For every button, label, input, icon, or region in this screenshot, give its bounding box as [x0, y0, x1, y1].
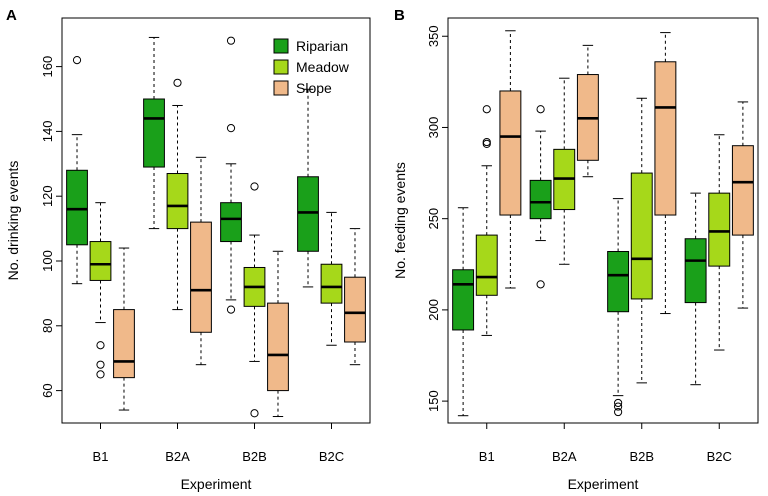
- panel-letter: A: [6, 7, 17, 24]
- outlier-point: [226, 124, 236, 133]
- y-tick-label: 200: [426, 299, 441, 321]
- outlier-point: [250, 409, 259, 418]
- y-tick-label: 100: [40, 250, 55, 272]
- box-iqr: [529, 179, 552, 220]
- outlier-point: [536, 280, 545, 289]
- outlier-point: [536, 105, 545, 114]
- plot-frame: [447, 17, 759, 424]
- outlier-point: [226, 36, 236, 45]
- box-iqr: [113, 309, 135, 379]
- box-meadow-b2a: [553, 77, 576, 265]
- box-slope-b2a: [190, 156, 212, 366]
- outlier-point: [173, 78, 182, 87]
- box-meadow-b1: [475, 105, 498, 336]
- outlier-point: [96, 341, 105, 350]
- box-meadow-b1: [89, 202, 112, 379]
- y-tick-label: 80: [40, 319, 55, 333]
- box-riparian-b2a: [529, 105, 552, 289]
- y-axis-title: No. drinking events: [5, 161, 21, 281]
- box-riparian-b2a: [143, 36, 165, 230]
- outlier-point: [614, 407, 623, 417]
- y-axis-title: No. feeding events: [392, 162, 408, 279]
- box-slope-b1: [499, 30, 522, 289]
- x-tick-label: B1: [479, 449, 495, 464]
- x-tick-label: B2C: [707, 449, 732, 464]
- box-iqr: [320, 263, 343, 304]
- legend-swatch: [273, 38, 289, 54]
- outlier-point: [482, 139, 491, 148]
- box-iqr: [166, 173, 189, 230]
- outlier-point: [96, 370, 105, 379]
- box-iqr: [344, 276, 366, 343]
- box-iqr: [684, 238, 707, 304]
- box-meadow-b2c: [320, 211, 343, 346]
- box-iqr: [297, 176, 319, 252]
- box-slope-b2c: [731, 101, 754, 309]
- legend: Riparian Meadow Slope: [273, 38, 350, 96]
- panel-a: A 60 80 100 120 140 160 B1 B2A B2B B2C Experiment No…: [5, 7, 371, 492]
- legend-swatch: [273, 80, 289, 96]
- box-slope-b2b: [267, 250, 289, 418]
- plot-frame: [61, 17, 371, 424]
- y-tick-label: 250: [426, 208, 441, 230]
- legend-label: Meadow: [296, 59, 350, 75]
- y-tick-label: 350: [426, 25, 441, 47]
- outlier-point: [226, 305, 236, 314]
- outlier-point: [96, 360, 105, 369]
- panel-letter: B: [394, 7, 405, 24]
- x-axis-title: Experiment: [181, 476, 252, 492]
- x-tick-label: B2A: [552, 449, 577, 464]
- box-riparian-b1: [452, 207, 475, 417]
- box-iqr: [66, 169, 88, 246]
- outlier-point: [614, 398, 623, 408]
- box-iqr: [220, 202, 242, 243]
- box-iqr: [475, 234, 498, 296]
- y-tick-label: 120: [40, 185, 55, 207]
- outlier-point: [72, 56, 82, 65]
- box-iqr: [267, 302, 289, 392]
- box-riparian-b1: [66, 56, 88, 285]
- legend-label: Slope: [296, 80, 332, 96]
- y-tick-label: 300: [426, 117, 441, 139]
- outlier-point: [482, 105, 491, 114]
- box-riparian-b2b: [607, 198, 630, 417]
- box-iqr: [654, 61, 677, 216]
- legend-label: Riparian: [296, 38, 348, 54]
- box-iqr: [190, 221, 212, 333]
- box-slope-b2b: [654, 32, 677, 315]
- x-tick-label: B2B: [629, 449, 654, 464]
- box-slope-b2c: [344, 228, 366, 366]
- box-meadow-b2a: [166, 78, 189, 311]
- box-iqr: [452, 269, 475, 331]
- box-riparian-b2c: [297, 88, 319, 288]
- y-tick-label: 60: [40, 383, 55, 397]
- box-meadow-b2b: [630, 97, 653, 384]
- outlier-point: [614, 402, 623, 411]
- x-tick-label: B2A: [165, 449, 190, 464]
- y-tick-label: 140: [40, 121, 55, 143]
- box-iqr: [499, 90, 522, 216]
- x-axis-title: Experiment: [568, 476, 639, 492]
- box-riparian-b2c: [684, 192, 707, 386]
- box-iqr: [607, 251, 630, 313]
- box-iqr: [731, 145, 754, 236]
- y-tick-label: 150: [426, 390, 441, 412]
- x-tick-label: B1: [93, 449, 109, 464]
- x-tick-label: B2B: [242, 449, 267, 464]
- box-riparian-b2b: [220, 36, 242, 314]
- panel-b: B 150 200 250 300 350 B1 B2A B2B B2C Experiment No.…: [392, 7, 759, 492]
- box-iqr: [708, 192, 731, 267]
- box-meadow-b2b: [243, 182, 266, 418]
- box-meadow-b2c: [708, 134, 731, 351]
- outlier-point: [250, 182, 259, 191]
- legend-swatch: [273, 59, 289, 75]
- box-iqr: [630, 172, 653, 300]
- box-slope-b1: [113, 247, 135, 411]
- x-tick-label: B2C: [319, 449, 344, 464]
- y-tick-label: 160: [40, 56, 55, 78]
- box-iqr: [143, 98, 165, 168]
- box-slope-b2a: [576, 44, 599, 178]
- box-iqr: [89, 241, 112, 281]
